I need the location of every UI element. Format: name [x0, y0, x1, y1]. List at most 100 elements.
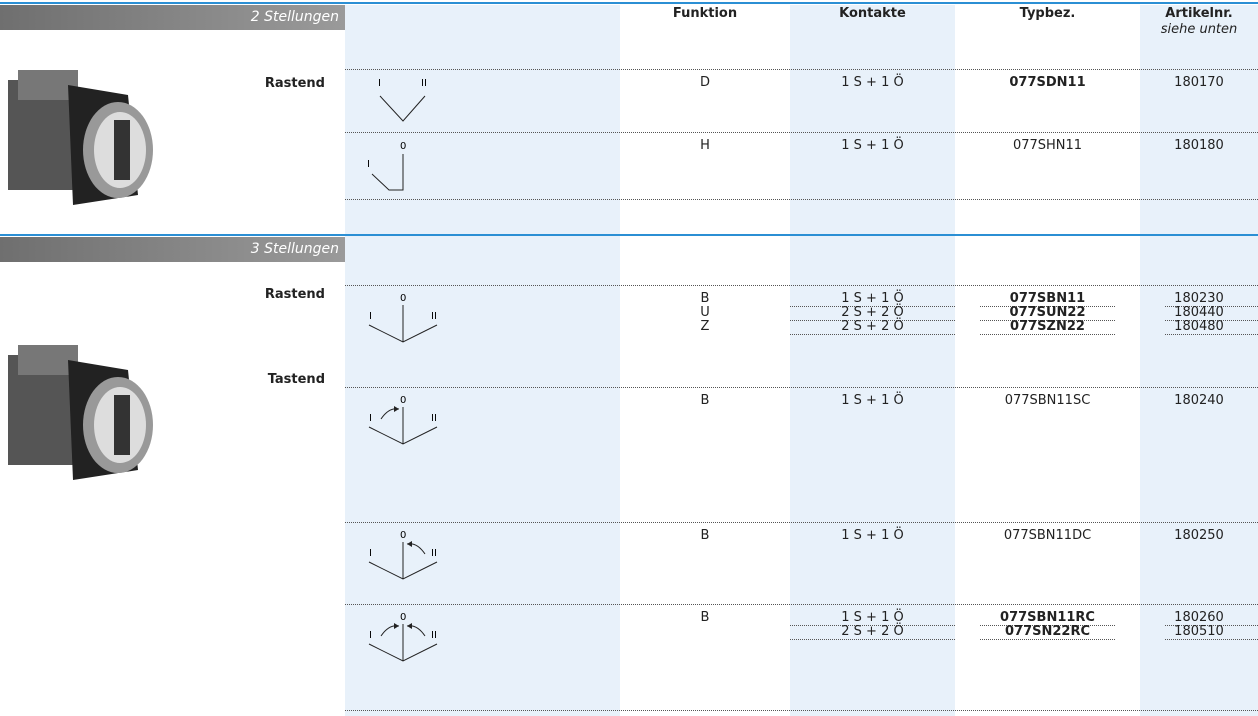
diagram-label: I: [367, 159, 370, 170]
row-rule: [790, 306, 955, 307]
table-cell: 180240: [1174, 393, 1224, 408]
table-cell: 2 S + 2 Ö: [841, 305, 904, 320]
diagram-label: I: [369, 630, 372, 641]
table-cell: B: [700, 528, 710, 543]
diagram-label: I: [369, 311, 372, 322]
diagram-line: [368, 561, 438, 580]
table-cell: 077SBN11: [1009, 291, 1086, 306]
diagram-label: I: [369, 548, 372, 559]
table-cell: 1 S + 1 Ö: [841, 75, 904, 90]
table-cell: 077SN22RC: [1004, 624, 1091, 639]
table-cell: 1 S + 1 Ö: [841, 138, 904, 153]
table-cell: 1 S + 1 Ö: [841, 528, 904, 543]
row-rule: [345, 132, 1258, 133]
table-cell: 077SUN22: [1009, 305, 1086, 320]
table-cell: 077SBN11SC: [1004, 393, 1091, 408]
row-rule: [790, 334, 955, 335]
diagram-label: 0: [400, 141, 406, 152]
rule: [0, 2, 1258, 4]
diagram-label: I: [378, 78, 381, 89]
table-cell: B: [700, 291, 710, 306]
table-cell: B: [700, 610, 710, 625]
row-rule: [980, 625, 1115, 626]
diagram-line: [368, 426, 438, 445]
column-header: Kontakte: [839, 6, 906, 21]
mode-label: Rastend: [264, 287, 325, 302]
section-title: 3 Stellungen: [0, 237, 345, 262]
table-cell: 180250: [1174, 528, 1224, 543]
diagram-label: 0: [400, 530, 406, 541]
photos: [8, 70, 153, 480]
table-cell: 077SDN11: [1009, 75, 1086, 90]
table-cell: 077SBN11DC: [1003, 528, 1092, 543]
diagram-label: II: [431, 413, 437, 424]
switch-photo: [8, 70, 153, 205]
column-bg: [790, 5, 955, 716]
row-rule: [345, 199, 1258, 200]
column-bg: [345, 5, 620, 716]
switch-photo: [8, 345, 153, 480]
section-title: 2 Stellungen: [0, 5, 345, 30]
column-header: Artikelnr.: [1165, 6, 1233, 21]
row-rule: [980, 639, 1115, 640]
table-cell: U: [700, 305, 710, 320]
row-rule: [345, 69, 1258, 70]
row-rule: [1165, 334, 1258, 335]
diagram-line: [368, 643, 438, 662]
row-rule: [1165, 306, 1258, 307]
diagram-arrow: [407, 541, 412, 547]
diagram-label: 0: [400, 293, 406, 304]
row-rule: [1165, 625, 1258, 626]
table-cell: 180480: [1174, 319, 1224, 334]
table-cell: D: [699, 75, 710, 90]
table-cell: 077SBN11RC: [1000, 610, 1095, 625]
table-cell: 1 S + 1 Ö: [841, 610, 904, 625]
rule: [0, 234, 1258, 236]
table-cell: 180440: [1174, 305, 1224, 320]
row-rule: [345, 285, 1258, 286]
table-cell: B: [700, 393, 710, 408]
diagram-arrow: [407, 623, 412, 629]
table-cell: 2 S + 2 Ö: [841, 624, 904, 639]
diagram-line: [379, 95, 426, 122]
diagram-arrow: [394, 406, 399, 412]
diagram-arrow: [394, 623, 399, 629]
table-cell: 2 S + 2 Ö: [841, 319, 904, 334]
diagram-label: II: [421, 78, 427, 89]
table-cell: Z: [700, 319, 710, 334]
table-cell: H: [700, 138, 710, 153]
diagram-label: I: [369, 413, 372, 424]
diagram-label: II: [431, 630, 437, 641]
column-bg: [1140, 5, 1258, 716]
diagram-label: 0: [400, 395, 406, 406]
diagram-label: II: [431, 311, 437, 322]
row-rule: [790, 320, 955, 321]
row-rule: [790, 625, 955, 626]
row-rule: [345, 604, 1258, 605]
table-cell: 1 S + 1 Ö: [841, 393, 904, 408]
row-rule: [790, 639, 955, 640]
column-header: Typbez.: [1019, 6, 1076, 21]
table-cell: 180230: [1174, 291, 1224, 306]
table-cell: 180260: [1174, 610, 1224, 625]
table-cell: 077SHN11: [1012, 138, 1083, 153]
mode-label: Rastend: [264, 76, 325, 91]
diagram-label: II: [431, 548, 437, 559]
table-cell: 180510: [1174, 624, 1224, 639]
row-rule: [345, 710, 1258, 711]
column-note: siehe unten: [1160, 22, 1238, 37]
table-cell: 077SZN22: [1010, 319, 1085, 334]
diagram-label: 0: [400, 612, 406, 623]
column-header: Funktion: [672, 6, 738, 21]
row-rule: [980, 334, 1115, 335]
row-rule: [980, 306, 1115, 307]
mode-label: Tastend: [267, 372, 325, 387]
table-cell: 180170: [1174, 75, 1224, 90]
row-rule: [345, 522, 1258, 523]
table-cell: 1 S + 1 Ö: [841, 291, 904, 306]
row-rule: [345, 387, 1258, 388]
row-rule: [1165, 320, 1258, 321]
row-rule: [980, 320, 1115, 321]
